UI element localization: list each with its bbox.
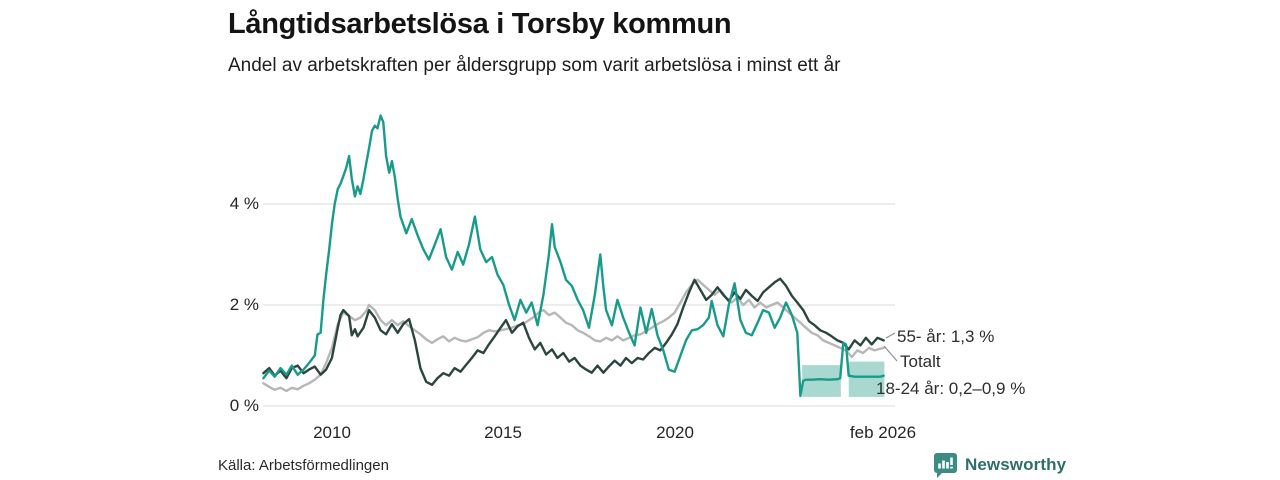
chart-subtitle: Andel av arbetskraften per åldersgrupp s… [228,55,841,77]
y-axis-tick-0: 0 % [229,396,259,415]
x-axis-tick-2020: 2020 [656,423,694,442]
x-axis-tick-2010: 2010 [313,423,351,442]
x-axis-tick-feb-2026: feb 2026 [849,423,917,442]
newsworthy-logo-icon [933,452,958,478]
source-note: Källa: Arbetsförmedlingen [218,457,389,474]
x-axis-tick-2015: 2015 [484,423,522,442]
newsworthy-brand: Newsworthy [933,452,1066,478]
page-title: Långtidsarbetslösa i Torsby kommun [228,8,732,40]
series-label-totalt: Totalt [900,352,941,371]
y-axis-tick-4: 4 % [229,194,259,213]
y-axis-tick-2: 2 % [229,295,259,314]
chart-header: Långtidsarbetslösa i Torsby kommun Andel… [228,8,1128,78]
series-label-55-ar: 55- år: 1,3 % [897,327,995,346]
brand-name: Newsworthy [965,455,1067,474]
series-label-18-24-ar: 18-24 år: 0,2–0,9 % [876,379,1026,398]
